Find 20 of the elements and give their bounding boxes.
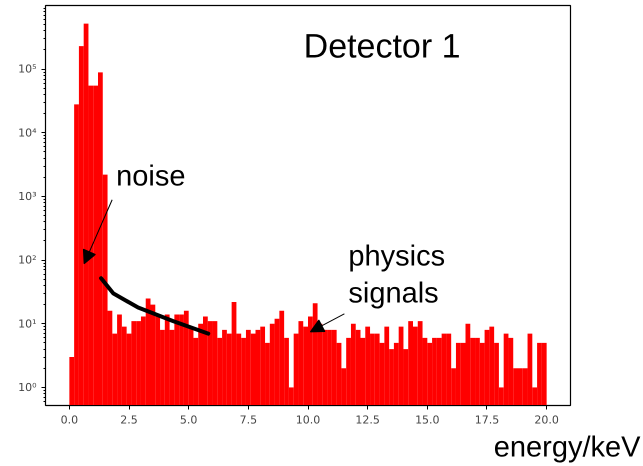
x-tick-label: 17.5	[474, 414, 500, 426]
x-tick-label: 0.0	[60, 414, 78, 426]
y-tick-label: 10³	[18, 190, 37, 203]
x-tick-label: 12.5	[355, 414, 380, 426]
x-tick-label: 20.0	[534, 414, 559, 426]
x-tick-label: 10.0	[296, 414, 320, 426]
y-tick-label: 10²	[18, 254, 37, 267]
y-tick-label: 10¹	[18, 317, 37, 330]
y-tick-label: 10⁵	[18, 62, 37, 76]
annotation: noise	[116, 160, 186, 192]
annotation: physics signals	[348, 240, 446, 310]
line-series	[99, 276, 210, 336]
x-axis-title: energy/keV	[494, 432, 642, 464]
x-tick-label: 2.5	[120, 414, 138, 426]
text: Detector 1	[304, 28, 461, 66]
x-tick-label: 5.0	[180, 414, 198, 426]
x-tick-label: 15.0	[415, 414, 440, 426]
x-tick-label: 7.5	[240, 414, 258, 426]
y-tick-label: 10⁰	[18, 380, 38, 394]
y-tick-label: 10⁴	[18, 126, 38, 140]
